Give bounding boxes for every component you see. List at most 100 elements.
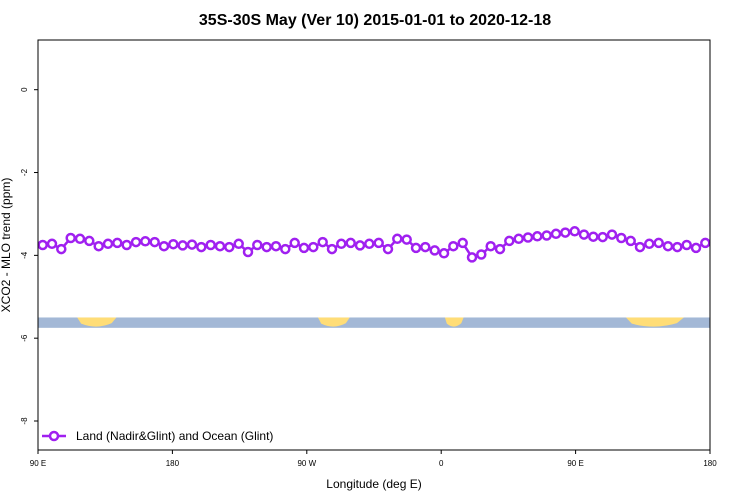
data-point (476, 249, 487, 260)
plot-frame (37, 39, 711, 451)
ocean-band (38, 317, 710, 328)
data-point (177, 240, 188, 251)
land-mass (626, 317, 684, 327)
data-point (522, 232, 534, 243)
data-point (158, 240, 170, 252)
data-point (149, 236, 160, 248)
map-strip (38, 317, 710, 328)
y-tick-label: -2 (20, 168, 29, 176)
data-point (84, 235, 95, 247)
x-axis: 90 E 180 90 W 0 90 E 180 (30, 450, 717, 468)
data-point (457, 237, 468, 249)
data-point (345, 237, 356, 249)
x-tick-label: 180 (166, 459, 180, 468)
land-mass (77, 317, 117, 327)
data-point (112, 237, 123, 249)
data-point (354, 240, 366, 251)
data-point (597, 231, 608, 243)
data-point (74, 233, 86, 245)
data-point (606, 229, 618, 240)
data-point (560, 227, 571, 238)
data-point (280, 243, 291, 255)
legend: Land (Nadir&Glint) and Ocean (Glint) (42, 429, 273, 443)
data-point (308, 241, 319, 253)
data-point (672, 241, 683, 253)
chart-title: 35S-30S May (Ver 10) 2015-01-01 to 2020-… (199, 12, 551, 29)
data-point (56, 243, 67, 255)
data-point (504, 235, 515, 247)
data-point (541, 230, 552, 241)
data-point (102, 238, 114, 250)
data-point (373, 237, 384, 249)
data-point (252, 239, 263, 251)
data-point (205, 239, 216, 251)
data-point (326, 243, 338, 255)
data-point (224, 241, 235, 253)
data-point (690, 242, 702, 254)
data-point (186, 239, 198, 250)
data-point (644, 238, 655, 250)
data-point (634, 241, 646, 253)
y-tick-label: 0 (20, 87, 29, 92)
data-point (93, 240, 104, 252)
series-layer (37, 226, 711, 263)
land-mass (444, 317, 464, 327)
data-point (513, 233, 524, 245)
data-point (653, 237, 664, 249)
data-point (662, 240, 674, 252)
data-point (298, 242, 310, 254)
data-point (364, 238, 375, 250)
data-point (242, 246, 254, 258)
data-point (438, 248, 450, 259)
data-point (392, 233, 403, 245)
x-tick-label: 90 E (567, 459, 583, 468)
data-point (532, 231, 543, 242)
data-point (270, 240, 282, 252)
data-point (466, 252, 478, 263)
data-point (382, 243, 394, 255)
data-point (140, 236, 151, 247)
x-tick-label: 180 (703, 459, 717, 468)
x-axis-label: Longitude (deg E) (326, 477, 421, 491)
data-point (65, 232, 76, 244)
data-point (168, 238, 179, 250)
y-axis-label: XCO2 - MLO trend (ppm) (0, 178, 13, 313)
data-point (494, 243, 506, 255)
data-point (214, 240, 226, 252)
data-point (578, 229, 590, 240)
data-point (289, 237, 300, 249)
data-point (37, 239, 48, 251)
y-axis: 0 -2 -4 -6 -8 (20, 87, 38, 425)
data-point (233, 238, 244, 250)
data-point (616, 232, 627, 244)
x-tick-label: 0 (439, 459, 444, 468)
data-point (700, 237, 711, 249)
y-tick-label: -8 (20, 417, 29, 425)
data-point (625, 235, 636, 247)
data-point (420, 241, 431, 253)
data-point (261, 241, 272, 253)
data-point (448, 240, 459, 252)
data-point (121, 239, 132, 251)
data-point (401, 234, 412, 245)
data-point (681, 239, 692, 251)
data-point (550, 228, 562, 240)
data-point (130, 236, 142, 248)
data-point (588, 231, 599, 242)
y-tick-label: -4 (20, 251, 29, 259)
y-tick-label: -6 (20, 334, 29, 342)
data-point (485, 240, 496, 252)
data-point (317, 236, 328, 248)
legend-label: Land (Nadir&Glint) and Ocean (Glint) (76, 429, 273, 443)
legend-marker (48, 430, 60, 442)
land-mass (318, 317, 350, 327)
data-point (196, 241, 207, 253)
data-point (336, 238, 347, 250)
data-point (46, 238, 58, 250)
x-tick-label: 90 E (30, 459, 46, 468)
data-point (569, 226, 580, 237)
x-tick-label: 90 W (297, 459, 316, 468)
data-point (410, 242, 422, 254)
data-point (429, 245, 440, 256)
